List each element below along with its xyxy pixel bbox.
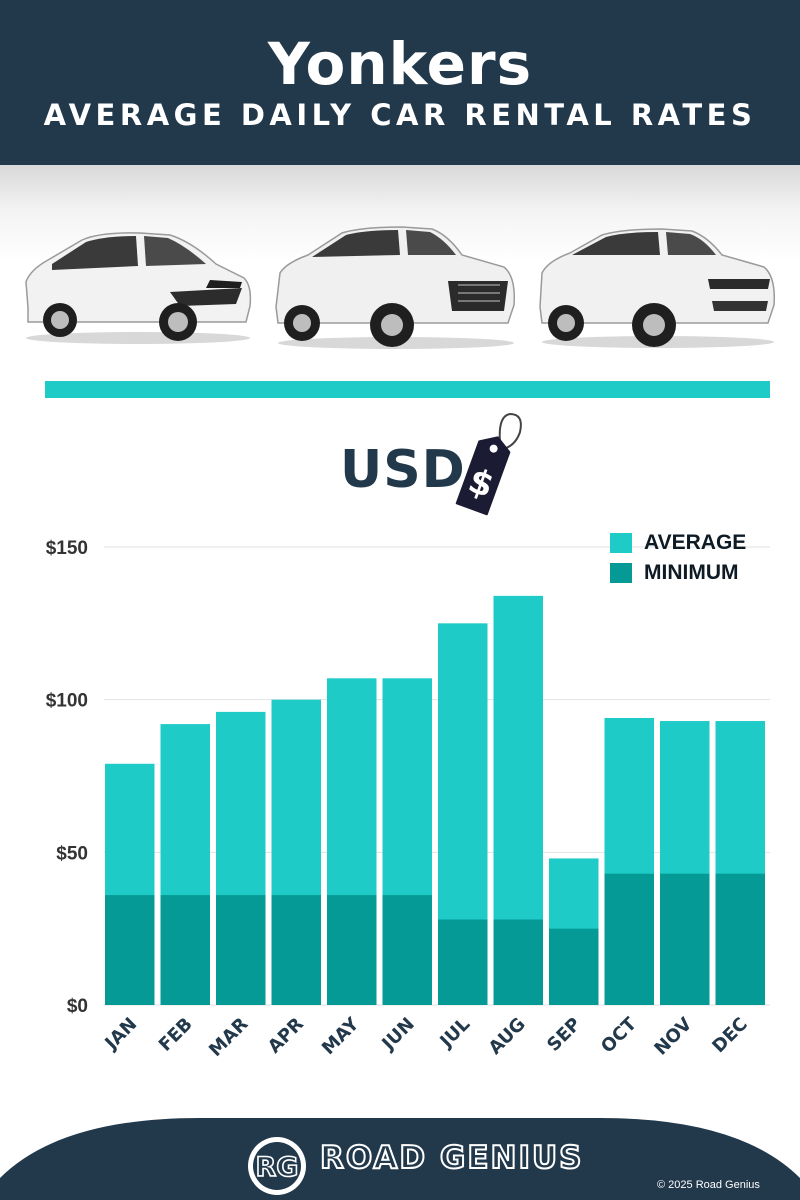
luxury-suv-car-image bbox=[539, 228, 776, 348]
bar-minimum-mar bbox=[216, 895, 266, 1005]
page-subtitle: AVERAGE DAILY CAR RENTAL RATES bbox=[43, 98, 757, 132]
x-tick-label-sep: SEP bbox=[543, 1014, 585, 1056]
bar-minimum-apr bbox=[271, 895, 321, 1005]
legend-swatch-average bbox=[610, 533, 632, 553]
bar-minimum-sep bbox=[549, 928, 599, 1005]
suv-car-image bbox=[275, 226, 516, 349]
bar-minimum-may bbox=[327, 895, 377, 1005]
y-tick-label: $50 bbox=[56, 843, 88, 864]
legend-item-minimum: MINIMUM bbox=[610, 558, 746, 588]
brand-name: ROAD GENIUS bbox=[319, 1139, 584, 1177]
legend-item-average: AVERAGE bbox=[610, 528, 746, 558]
x-tick-label-aug: AUG bbox=[485, 1014, 530, 1059]
road-genius-logo: RG bbox=[248, 1137, 306, 1195]
bar-minimum-aug bbox=[493, 919, 543, 1005]
tag-dollar-symbol: $ bbox=[463, 461, 499, 507]
currency-label: USD bbox=[340, 440, 466, 500]
bar-minimum-nov bbox=[660, 873, 710, 1005]
chart-legend: AVERAGE MINIMUM bbox=[610, 528, 746, 588]
page-title: Yonkers bbox=[267, 30, 533, 98]
x-tick-label-may: MAY bbox=[318, 1013, 364, 1059]
bar-minimum-jun bbox=[382, 895, 432, 1005]
header-banner: Yonkers AVERAGE DAILY CAR RENTAL RATES bbox=[0, 0, 800, 165]
hatchback-car-image bbox=[25, 232, 252, 344]
cars-illustration bbox=[0, 165, 800, 380]
footer-banner bbox=[0, 1118, 800, 1200]
y-tick-label: $100 bbox=[46, 691, 88, 712]
bar-minimum-oct bbox=[604, 873, 654, 1005]
x-tick-label-oct: OCT bbox=[597, 1013, 641, 1057]
grid-lines bbox=[104, 546, 770, 1006]
y-tick-label: $150 bbox=[46, 538, 88, 559]
logo-monogram: RG bbox=[256, 1152, 299, 1183]
rental-rate-chart: $0 $50 $100 $150 JAN FEB MAR APR MAY JUN JUL AUG SE… bbox=[46, 538, 770, 1061]
x-tick-label-nov: NOV bbox=[650, 1014, 696, 1060]
legend-label-minimum: MINIMUM bbox=[644, 561, 739, 584]
accent-divider bbox=[45, 381, 770, 398]
x-tick-label-jul: JUL bbox=[435, 1014, 474, 1053]
x-axis-ticks: JAN FEB MAR APR MAY JUN JUL AUG SEP OCT NOV DEC bbox=[100, 1013, 752, 1061]
copyright-text: © 2025 Road Genius bbox=[657, 1179, 760, 1191]
bar-minimum-jan bbox=[105, 895, 155, 1005]
bar-minimum-dec bbox=[715, 873, 765, 1005]
price-tag-icon: $ bbox=[455, 412, 522, 516]
x-tick-label-mar: MAR bbox=[205, 1014, 252, 1061]
bar-minimum-feb bbox=[160, 895, 210, 1005]
x-tick-label-apr: APR bbox=[264, 1014, 308, 1058]
y-tick-label: $0 bbox=[67, 996, 88, 1017]
bars bbox=[105, 595, 765, 1005]
legend-swatch-minimum bbox=[610, 563, 632, 583]
x-tick-label-jun: JUN bbox=[377, 1014, 419, 1056]
bar-minimum-jul bbox=[438, 919, 488, 1005]
y-axis-ticks: $0 $50 $100 $150 bbox=[46, 538, 88, 1017]
x-tick-label-dec: DEC bbox=[708, 1014, 751, 1057]
legend-label-average: AVERAGE bbox=[644, 531, 747, 554]
x-tick-label-jan: JAN bbox=[100, 1014, 142, 1056]
x-tick-label-feb: FEB bbox=[155, 1014, 197, 1056]
